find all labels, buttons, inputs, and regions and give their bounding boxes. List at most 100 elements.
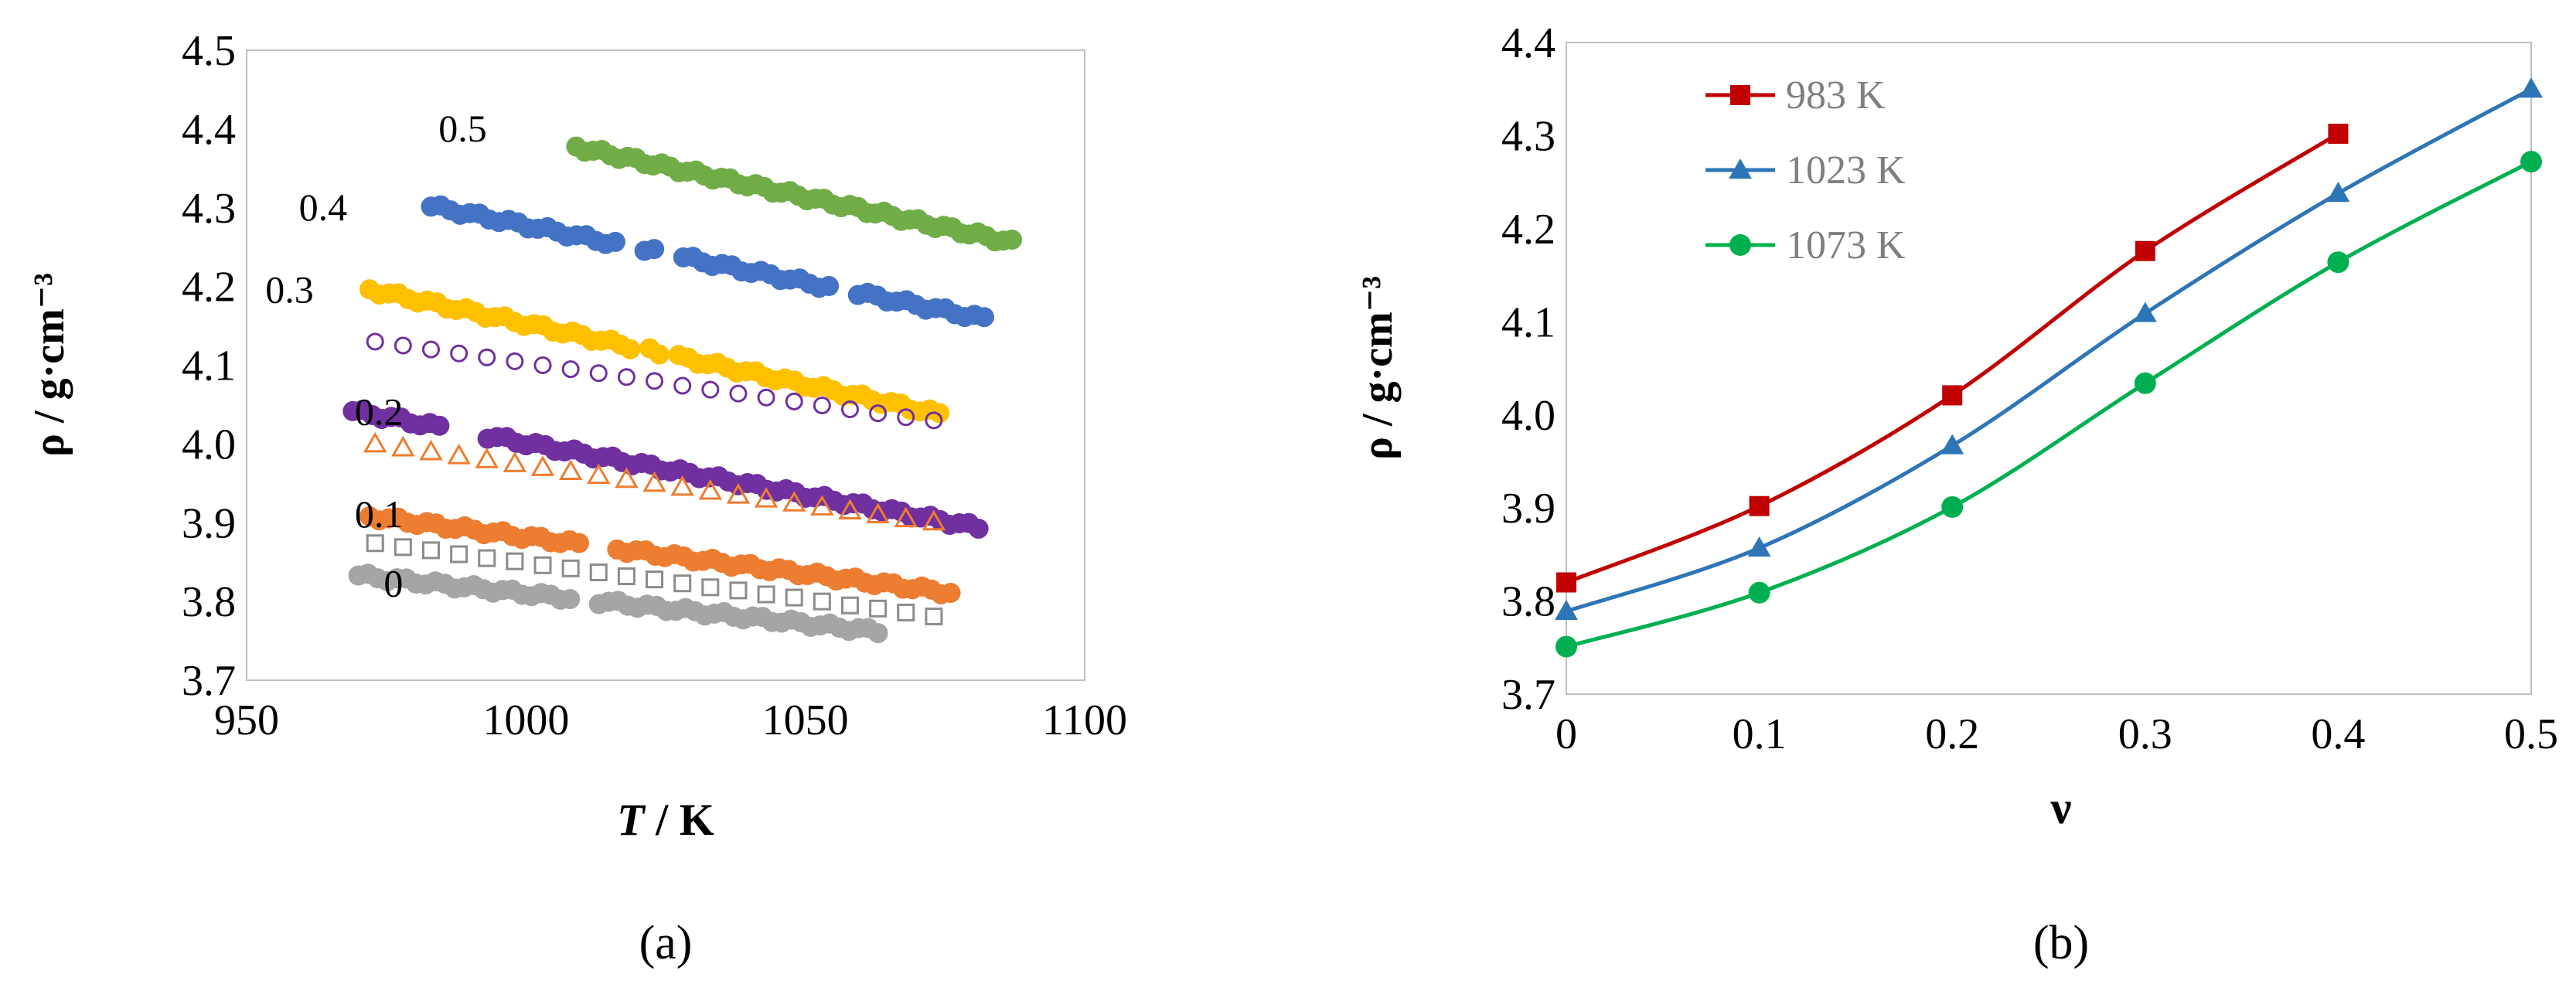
data-point (867, 623, 888, 644)
series-label: 0.4 (299, 186, 348, 229)
data-point (1941, 434, 1964, 455)
data-point (929, 403, 950, 424)
series-model-0-2 (363, 431, 946, 531)
x-tick-label: 1100 (1042, 696, 1127, 744)
y-tick-label: 3.9 (1501, 485, 1555, 533)
data-point (2520, 151, 2542, 173)
data-point (698, 478, 723, 500)
data-point (533, 556, 552, 574)
data-point (869, 404, 888, 423)
panel-a-y-tick-labels: 3.7 3.8 3.9 4.0 4.1 4.2 4.3 4.4 4.5 (182, 27, 236, 705)
x-tick-label: 1000 (482, 696, 569, 744)
data-point (560, 589, 581, 610)
y-tick-label: 4.2 (1501, 206, 1555, 254)
series-label: 0.3 (265, 268, 314, 312)
data-point (421, 541, 440, 560)
legend-item-1023-k: 1023 K (1705, 148, 1906, 192)
panel-b-y-axis-title: ρ / g·cm⁻³ (1354, 276, 1402, 460)
data-point (897, 603, 915, 621)
data-point (644, 239, 665, 260)
panel-a-x-tick-labels: 950 1000 1050 1100 (214, 696, 1127, 744)
series-0-3 (359, 279, 950, 424)
panel-a-label: (a) (639, 917, 693, 969)
data-point (757, 388, 775, 407)
data-point (394, 336, 412, 355)
series-0-5 (566, 136, 1023, 252)
data-point (757, 585, 775, 604)
panel-a-x-axis-title-unit: / K (645, 795, 714, 845)
y-tick-label: 3.8 (182, 578, 236, 626)
data-point (503, 451, 527, 472)
series-model-0 (366, 534, 943, 625)
data-point (968, 518, 989, 539)
panel-b-series (1555, 77, 2543, 658)
y-tick-label: 4.3 (1501, 112, 1555, 160)
series-label: 0 (383, 562, 403, 605)
panel-a-y-axis-title: ρ / g·cm⁻³ (26, 273, 73, 457)
data-point (569, 533, 590, 553)
series-983-k (1556, 124, 2349, 593)
data-point (1748, 581, 1770, 604)
legend-marker (1730, 85, 1750, 105)
data-point (925, 607, 943, 625)
legend-item-1073-k: 1073 K (1705, 223, 1906, 267)
x-tick-label: 0.3 (2118, 710, 2172, 758)
data-point (1941, 495, 1964, 518)
series-line (1566, 159, 2533, 649)
y-tick-label: 4.1 (1501, 298, 1555, 346)
data-point (819, 276, 840, 297)
data-point (869, 599, 888, 618)
panel-b-legend: 983 K 1023 K 1073 K (1705, 73, 1906, 267)
legend-item-983-k: 983 K (1705, 73, 1886, 117)
series-label: 0.2 (355, 390, 404, 434)
data-point (813, 396, 831, 414)
y-tick-label: 3.7 (182, 657, 236, 705)
data-point (561, 559, 580, 577)
data-point (506, 552, 524, 570)
data-point (617, 368, 635, 386)
x-tick-label: 1050 (762, 696, 849, 744)
data-point (673, 574, 692, 593)
data-point (785, 588, 803, 607)
data-point (840, 400, 859, 419)
legend-label: 983 K (1786, 73, 1886, 117)
series-0-1 (359, 506, 961, 604)
data-point (2520, 77, 2543, 98)
x-tick-label: 0 (1555, 710, 1577, 758)
data-point (940, 582, 961, 603)
panel-b-x-tick-labels: 0 0.1 0.2 0.3 0.4 0.5 (1555, 710, 2558, 758)
data-point (1747, 536, 1771, 557)
data-point (475, 448, 499, 468)
data-point (646, 570, 664, 589)
series-model-0-3 (366, 332, 943, 430)
y-tick-label: 4.4 (1501, 19, 1555, 67)
data-point (754, 487, 779, 508)
panel-b-label: (b) (2033, 917, 2089, 969)
x-tick-label: 950 (214, 696, 279, 744)
data-point (729, 384, 748, 403)
data-point (810, 495, 834, 516)
data-point (1555, 635, 1577, 658)
data-point (506, 352, 524, 370)
data-point (478, 348, 496, 366)
panel-a-chart: 3.7 3.8 3.9 4.0 4.1 4.2 4.3 4.4 4.5 950 1000 1050 1… (26, 27, 1127, 969)
panel-b-y-tick-labels: 3.7 3.8 3.9 4.0 4.1 4.2 4.3 4.4 (1501, 19, 1555, 719)
y-tick-label: 4.2 (182, 264, 236, 312)
data-point (589, 364, 608, 383)
data-point (419, 439, 443, 461)
panel-a-x-axis-title-symbol: T (617, 795, 646, 845)
data-point (2326, 182, 2350, 203)
panel-a-series (342, 136, 1023, 644)
x-tick-label: 0.5 (2504, 710, 2558, 758)
data-point (642, 471, 666, 492)
data-point (701, 578, 720, 597)
data-point (1749, 495, 1770, 516)
data-point (2133, 301, 2157, 322)
data-point (617, 567, 635, 586)
data-point (701, 380, 720, 399)
legend-label: 1073 K (1786, 223, 1906, 267)
y-tick-label: 4.0 (182, 420, 236, 468)
data-point (558, 459, 583, 481)
data-point (391, 435, 415, 457)
data-point (646, 372, 664, 390)
